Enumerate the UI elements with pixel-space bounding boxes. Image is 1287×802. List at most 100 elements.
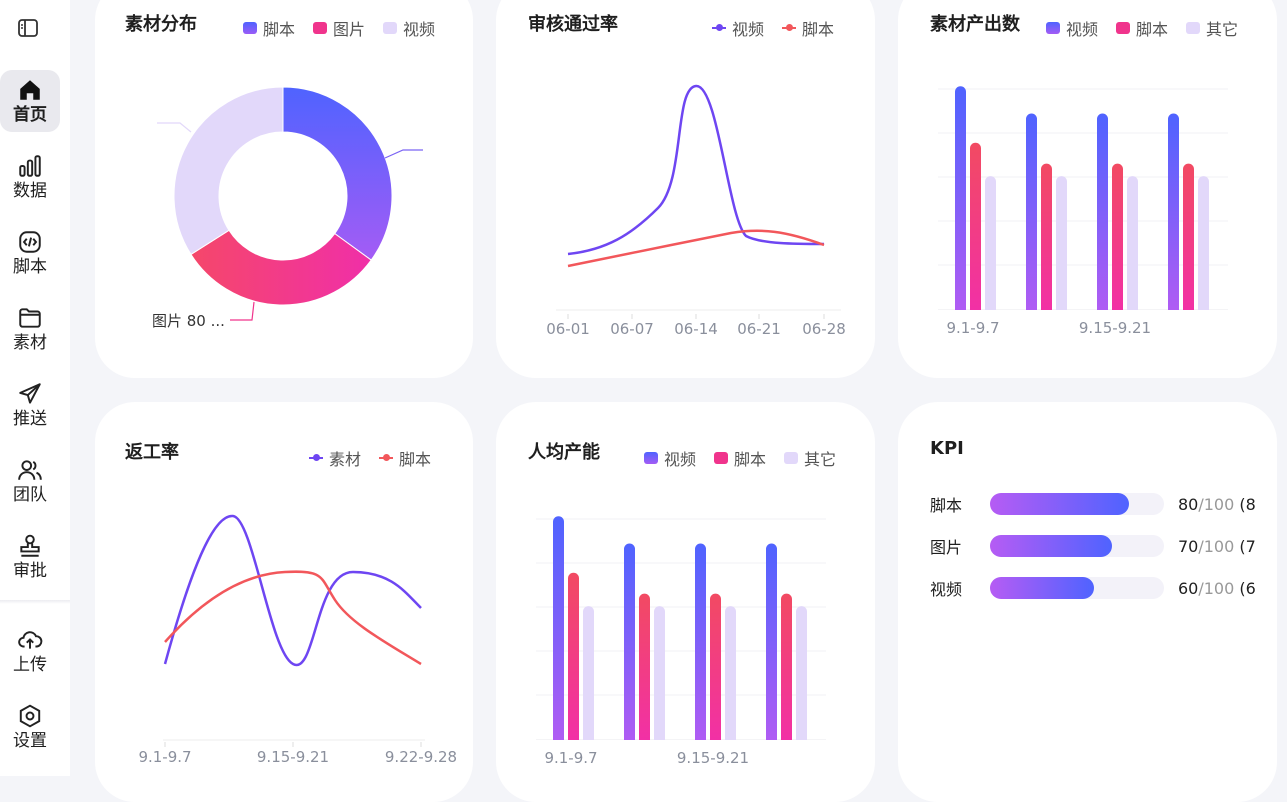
legend-label: 脚本 [263,20,296,39]
bar-其它[interactable] [1127,176,1138,316]
kpi-progress-fill [990,493,1130,515]
per-capita-bar-chart: 9.1-9.7 9.15-9.21 [496,516,875,767]
sidebar-item-approval[interactable]: 审批 [0,526,60,588]
legend-label: 脚本 [734,450,767,469]
sidebar-collapse-icon[interactable] [16,16,40,40]
bar-视频[interactable] [955,86,966,316]
donut-slice-图片[interactable] [190,229,372,306]
kpi-value: 60/100 (6 [1178,578,1256,598]
legend-label: 脚本 [399,450,432,469]
legend-item[interactable]: 脚本 [714,446,766,470]
kpi-card: KPI 脚本 80/100 (8 图片 70/100 (7 视频 60/100 … [898,402,1277,802]
legend-item[interactable]: 视频 [383,16,435,40]
legend-swatch [644,452,658,464]
x-tick-label: 06-07 [610,320,654,338]
bar-其它[interactable] [985,176,996,316]
sidebar-item-home[interactable]: 首页 [0,70,60,132]
legend-item[interactable]: 视频 [712,16,764,40]
line-series-script [567,229,825,268]
line-series-script [164,570,422,666]
legend-label: 素材 [329,450,362,469]
bar-视频[interactable] [624,543,635,746]
legend-label: 视频 [1066,20,1099,39]
per-capita-card: 人均产能 视频 脚本 其它 9.1-9.7 9.15-9.21 [496,402,875,802]
home-icon [17,77,43,103]
legend-item[interactable]: 其它 [784,446,836,470]
sidebar-divider [0,600,70,604]
card-title: 人均产能 [528,442,600,463]
kpi-progress-fill [990,535,1112,557]
kpi-value: 70/100 (7 [1178,536,1256,556]
bar-脚本[interactable] [1112,163,1123,316]
legend-item[interactable]: 视频 [644,446,696,470]
bar-其它[interactable] [796,606,807,746]
sidebar-item-script[interactable]: 脚本 [0,222,60,284]
legend-item[interactable]: 素材 [309,446,361,470]
send-icon [17,381,43,407]
kpi-progress-track [990,535,1164,557]
card-title: 返工率 [125,442,179,463]
sidebar-item-push[interactable]: 推送 [0,374,60,436]
output-card: 素材产出数 视频 脚本 其它 9.1-9.7 9.15-9.21 [898,0,1277,378]
x-tick-label: 9.1-9.7 [544,749,597,767]
stamp-icon [17,533,43,559]
bar-其它[interactable] [1056,176,1067,316]
sidebar-item-label: 脚本 [13,257,47,277]
legend-item[interactable]: 其它 [1186,16,1238,40]
sidebar-item-upload[interactable]: 上传 [0,620,60,682]
bar-脚本[interactable] [781,593,792,746]
sidebar-item-label: 推送 [13,409,47,429]
bar-视频[interactable] [1168,113,1179,316]
legend-marker [309,453,323,463]
sidebar-item-settings[interactable]: 设置 [0,696,60,758]
legend-item[interactable]: 脚本 [782,16,834,40]
x-tick-label: 06-14 [674,320,718,338]
legend-item[interactable]: 脚本 [379,446,431,470]
line-series-material [163,514,422,667]
sidebar-item-label: 首页 [13,105,47,125]
kpi-value: 80/100 (8 [1178,494,1256,514]
bar-视频[interactable] [766,543,777,746]
line-series-video [567,84,825,256]
bar-视频[interactable] [553,516,564,746]
kpi-progress-track [990,577,1164,599]
legend-swatch [1186,22,1201,34]
code-icon [17,229,43,255]
bar-脚本[interactable] [1183,163,1194,316]
cloud-upload-icon [17,627,43,653]
legend-label: 视频 [664,450,697,469]
sidebar-item-team[interactable]: 团队 [0,450,60,512]
donut-chart: 图片 80 ... [152,86,423,330]
donut-slice-脚本[interactable] [282,86,393,261]
donut-leader-lines [157,122,423,321]
x-tick-label: 9.15-9.21 [677,749,749,767]
legend-item[interactable]: 脚本 [243,16,295,40]
bar-脚本[interactable] [710,593,721,746]
kpi-name: 图片 [930,538,963,557]
bar-视频[interactable] [1097,113,1108,316]
legend-swatch [243,22,257,34]
chart-legend: 素材 脚本 [309,446,431,470]
donut-slice-视频[interactable] [173,86,284,256]
sidebar-item-material[interactable]: 素材 [0,298,60,360]
legend-item[interactable]: 脚本 [1116,16,1168,40]
approval-card: 审核通过率 视频 脚本 06-01 06-07 06-14 06-21 06-28 [496,0,875,378]
bar-脚本[interactable] [568,572,579,746]
sidebar-item-label: 素材 [13,333,47,353]
bar-其它[interactable] [654,606,665,746]
bar-其它[interactable] [725,606,736,746]
bar-脚本[interactable] [639,593,650,746]
x-tick-label: 9.15-9.21 [257,748,329,766]
bar-脚本[interactable] [970,142,981,316]
bar-视频[interactable] [695,543,706,746]
bar-其它[interactable] [1198,176,1209,316]
sidebar-item-data[interactable]: 数据 [0,146,60,208]
bar-视频[interactable] [1026,113,1037,316]
sidebar: 首页 数据 脚本 素材 推送 团队 审批 [0,0,70,776]
legend-item[interactable]: 视频 [1046,16,1098,40]
legend-item[interactable]: 图片 [313,16,365,40]
chart-legend: 视频 脚本 [712,16,834,40]
card-title: 审核通过率 [528,14,618,35]
bar-脚本[interactable] [1041,163,1052,316]
bar-其它[interactable] [583,606,594,746]
